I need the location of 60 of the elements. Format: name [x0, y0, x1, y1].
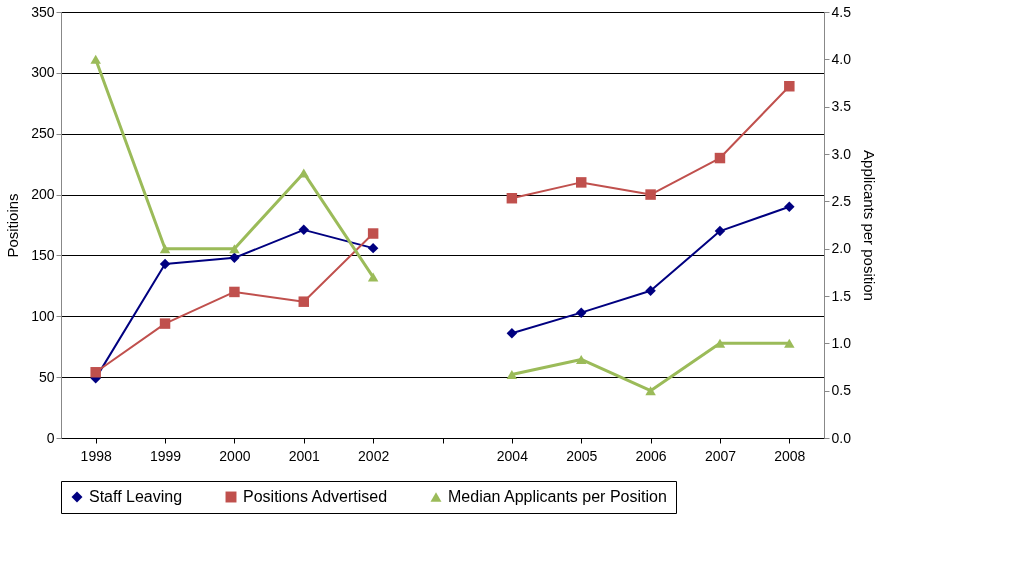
point [90, 367, 101, 378]
point [367, 242, 379, 254]
y-axis-title: Positioins [4, 193, 22, 258]
y2-tick-label: 1.5 [831, 287, 852, 304]
point [159, 258, 171, 270]
y2-tick-label: 3.0 [831, 145, 852, 162]
point [645, 386, 656, 396]
x-tick-label: 1999 [149, 447, 182, 464]
y2-tick-label: 3.5 [831, 98, 852, 115]
y2-tick-label: 4.0 [831, 50, 852, 67]
legend-label: Positions Advertised [243, 488, 388, 505]
x-tick-label: 2002 [358, 447, 390, 464]
x-tick-label: 2005 [566, 447, 598, 464]
y2-tick-label: 4.5 [831, 3, 852, 20]
y2-tick-label: 1.0 [831, 334, 852, 351]
point [298, 224, 310, 236]
x-tick-label: 1998 [80, 447, 112, 464]
x-tick-label: 2006 [635, 447, 667, 464]
point [229, 286, 240, 298]
y2-tick-label: 2.5 [831, 192, 852, 209]
point [159, 244, 171, 254]
y-tick-label: 50 [38, 368, 55, 385]
point [575, 354, 587, 364]
x-tick-label: 2001 [288, 447, 321, 464]
y-tick-label: 150 [31, 246, 55, 263]
point [784, 81, 795, 92]
y2-axis-title: Applicants per position [860, 150, 878, 301]
point [714, 152, 726, 164]
y-tick-label: 200 [31, 186, 55, 203]
y-tick-label: 350 [31, 3, 55, 20]
y-tick-label: 300 [31, 64, 55, 81]
point [229, 252, 240, 264]
y2-tick-label: 2.0 [831, 240, 852, 257]
y-tick-label: 0 [46, 429, 55, 446]
point [367, 228, 379, 239]
point [506, 192, 518, 204]
y-tick-label: 250 [31, 125, 55, 142]
point [714, 225, 726, 237]
y2-tick-label: 0.0 [831, 429, 852, 446]
point [506, 370, 518, 380]
point [784, 201, 795, 212]
point [159, 318, 171, 329]
point [575, 307, 587, 318]
point [506, 328, 518, 339]
point [90, 54, 101, 64]
x-tick-label: 2008 [774, 447, 806, 464]
x-tick-label: 2000 [219, 447, 251, 464]
point [645, 285, 656, 296]
point [575, 177, 587, 188]
x-tick-label: 2004 [496, 447, 529, 464]
y2-tick-label: 0.5 [831, 382, 852, 399]
point [645, 189, 656, 200]
legend-label: Median Applicants per Position [448, 488, 667, 505]
point [367, 272, 379, 282]
point [784, 338, 795, 348]
point [229, 244, 240, 254]
point [298, 296, 310, 307]
legend-label: Staff Leaving [89, 488, 183, 505]
x-tick-label: 2007 [704, 447, 737, 464]
y-tick-label: 100 [31, 307, 55, 324]
